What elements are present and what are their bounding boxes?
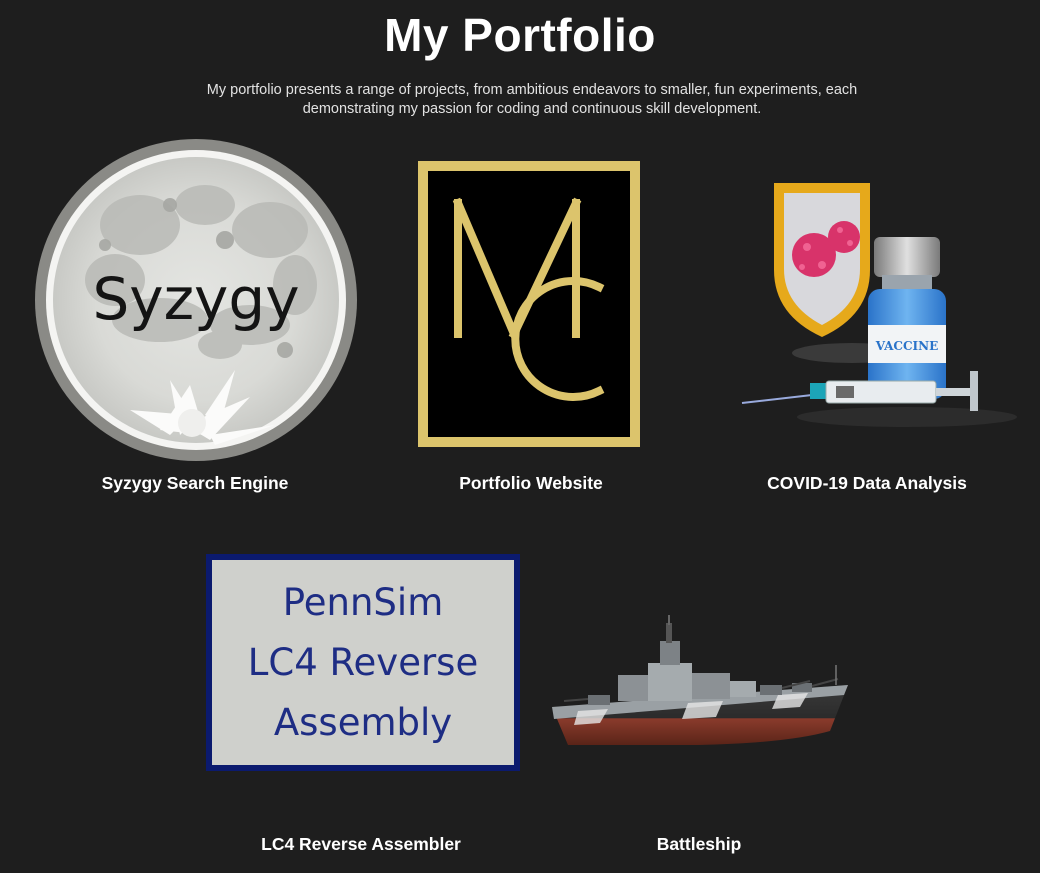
vaccine-shield-icon[interactable]: VACCINE	[732, 175, 1032, 435]
pennsim-logo-icon[interactable]: PennSim LC4 Reverse Assembly	[206, 554, 520, 771]
battleship-icon[interactable]	[548, 615, 858, 765]
pennsim-line-2: LC4 Reverse	[247, 640, 479, 684]
vaccine-label-text: VACCINE	[875, 339, 939, 353]
pennsim-line-1: PennSim	[282, 580, 444, 624]
moon-logo-icon[interactable]: Syzygy	[20, 135, 360, 465]
project-label-battleship[interactable]: Battleship	[656, 834, 742, 854]
project-label-lc4[interactable]: LC4 Reverse Assembler	[261, 834, 461, 854]
project-card-battleship[interactable]: Battleship	[524, 545, 874, 865]
project-card-syzygy[interactable]: Syzygy Syzygy Search Engine	[20, 135, 370, 505]
project-label-syzygy[interactable]: Syzygy Search Engine	[101, 473, 289, 493]
project-label-covid[interactable]: COVID-19 Data Analysis	[767, 473, 967, 493]
project-card-covid[interactable]: VACCINE COVID-19 Data Analysis	[692, 135, 1040, 505]
syzygy-logo-text: Syzygy	[92, 265, 299, 333]
mc-monogram-icon[interactable]: MC	[416, 159, 646, 449]
project-card-portfolio[interactable]: MC Portfolio Website	[356, 135, 706, 505]
page-title: My Portfolio	[384, 9, 656, 61]
project-label-portfolio[interactable]: Portfolio Website	[459, 473, 603, 493]
mc-monogram-text: MC	[416, 159, 418, 160]
page-intro: My portfolio presents a range of project…	[206, 82, 858, 117]
project-card-lc4[interactable]: PennSim LC4 Reverse Assembly LC4 Reverse…	[186, 545, 536, 865]
pennsim-line-3: Assembly	[273, 700, 453, 744]
